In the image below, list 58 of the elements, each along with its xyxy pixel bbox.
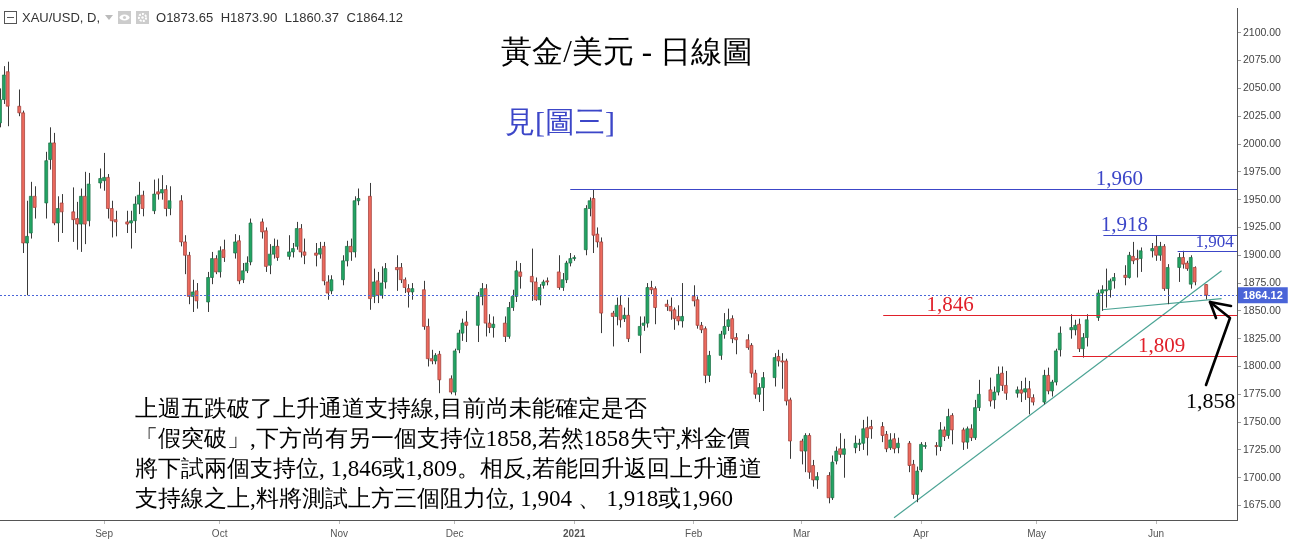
y-tick-label: 1975.00 <box>1243 164 1282 177</box>
x-tick-label: May <box>1027 527 1047 539</box>
annotation: O1873.65 H1873.90 L1860.37 C1864.12 <box>156 9 403 25</box>
candlestick <box>1177 252 1181 283</box>
ref-line-label: 1,809 <box>1137 333 1186 358</box>
ref-line-label: 1,846 <box>926 292 974 317</box>
y-tick-label: 1775.00 <box>1243 387 1282 400</box>
y-tick-label: 2075.00 <box>1243 53 1282 66</box>
y-tick-label: 1700.00 <box>1243 470 1282 483</box>
y-tick-label: 1725.00 <box>1243 442 1282 455</box>
x-tick-label: Apr <box>913 527 930 539</box>
candlestick <box>707 350 711 383</box>
x-tick-label: Feb <box>685 527 703 539</box>
y-tick-label: 2100.00 <box>1243 25 1282 38</box>
candlestick <box>761 371 765 412</box>
ref-line-label: 1,960 <box>1095 165 1144 190</box>
ref-line-label: 1,918 <box>1100 212 1149 237</box>
annotation: 「假突破」,下方尚有另一個支持位1858,若然1858失守,料金價 <box>135 425 752 453</box>
annotation: 見[圖三] <box>505 104 615 140</box>
text: 黃金/美元 - 日線圖 <box>501 34 753 69</box>
annotation: 支持線之上,料將測試上方三個阻力位, 1,904 、 1,918或1,960 <box>135 485 734 513</box>
y-tick-label: 1950.00 <box>1243 192 1282 205</box>
x-tick-label: 2021 <box>563 527 586 539</box>
candlestick <box>1027 380 1031 415</box>
candlestick <box>233 233 237 260</box>
candlestick <box>287 234 291 261</box>
y-tick-label: 1875.00 <box>1243 275 1282 288</box>
ref-line-label: 1864.12 <box>1243 289 1283 302</box>
y-tick-label: 1675.00 <box>1243 498 1282 511</box>
candlestick <box>372 268 376 304</box>
x-tick-label: Mar <box>792 527 811 539</box>
annotation: 上週五跌破了上升通道支持線,目前尚未能確定是否 <box>135 395 648 423</box>
y-tick-label: 2050.00 <box>1243 81 1282 94</box>
candlestick <box>1003 370 1008 401</box>
x-tick-label: Oct <box>211 527 228 539</box>
y-tick-label: 1900.00 <box>1243 248 1282 261</box>
y-tick-label: 1800.00 <box>1243 359 1282 372</box>
y-tick-label: 1850.00 <box>1243 303 1282 316</box>
candlestick <box>842 438 846 479</box>
candlestick <box>653 285 657 325</box>
x-tick-label: Nov <box>330 527 349 539</box>
candlestick <box>125 210 129 234</box>
annotation: 1,858 <box>1186 387 1236 414</box>
y-tick-label: 2025.00 <box>1243 109 1282 122</box>
candlestick <box>1158 241 1162 262</box>
y-tick-label: 1750.00 <box>1243 415 1282 427</box>
y-tick-label: 1925.00 <box>1243 220 1282 233</box>
x-tick-label: Dec <box>445 527 464 539</box>
candlestick <box>1023 377 1027 401</box>
y-tick-label: 1825.00 <box>1243 331 1282 344</box>
chart-subtitle: XAU/USD, D, <box>22 9 101 25</box>
candlestick <box>71 186 76 243</box>
annotation: 將下試兩個支持位, 1,846或1,809。相反,若能回升返回上升通道 <box>135 455 762 483</box>
candlestick <box>449 374 453 395</box>
ref-line-label: 1,904 <box>1195 231 1235 251</box>
y-tick-label: 2000.00 <box>1243 136 1282 149</box>
x-tick-label: Sep <box>95 527 114 539</box>
x-tick-label: Jun <box>1148 527 1165 539</box>
